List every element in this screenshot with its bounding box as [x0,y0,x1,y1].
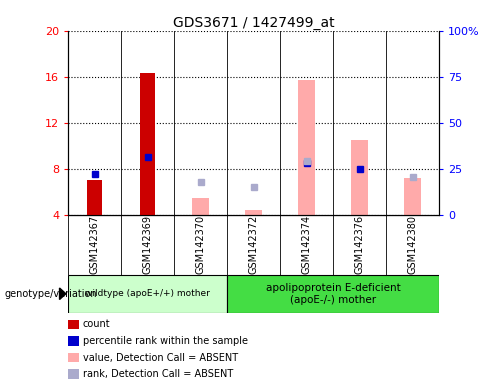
Bar [192,198,209,215]
Text: GSM142374: GSM142374 [302,215,312,274]
Text: GSM142372: GSM142372 [249,215,259,275]
Text: genotype/variation: genotype/variation [5,289,98,299]
Text: apolipoprotein E-deficient
(apoE-/-) mother: apolipoprotein E-deficient (apoE-/-) mot… [266,283,401,305]
Bar [245,210,262,215]
Bar [87,180,102,215]
Text: wildtype (apoE+/+) mother: wildtype (apoE+/+) mother [85,289,210,298]
Text: GSM142367: GSM142367 [90,215,100,274]
Bar [227,275,439,313]
Title: GDS3671 / 1427499_at: GDS3671 / 1427499_at [173,16,335,30]
Text: GSM142369: GSM142369 [143,215,153,274]
Text: GSM142370: GSM142370 [196,215,206,274]
Polygon shape [60,288,66,300]
Bar [351,140,368,215]
Text: GSM142380: GSM142380 [407,215,418,274]
Text: rank, Detection Call = ABSENT: rank, Detection Call = ABSENT [83,369,233,379]
Bar [68,275,227,313]
Bar [404,178,421,215]
Text: percentile rank within the sample: percentile rank within the sample [83,336,248,346]
Bar [298,80,315,215]
Bar [141,73,155,215]
Text: GSM142376: GSM142376 [355,215,365,274]
Text: value, Detection Call = ABSENT: value, Detection Call = ABSENT [83,353,238,362]
Text: count: count [83,319,111,329]
